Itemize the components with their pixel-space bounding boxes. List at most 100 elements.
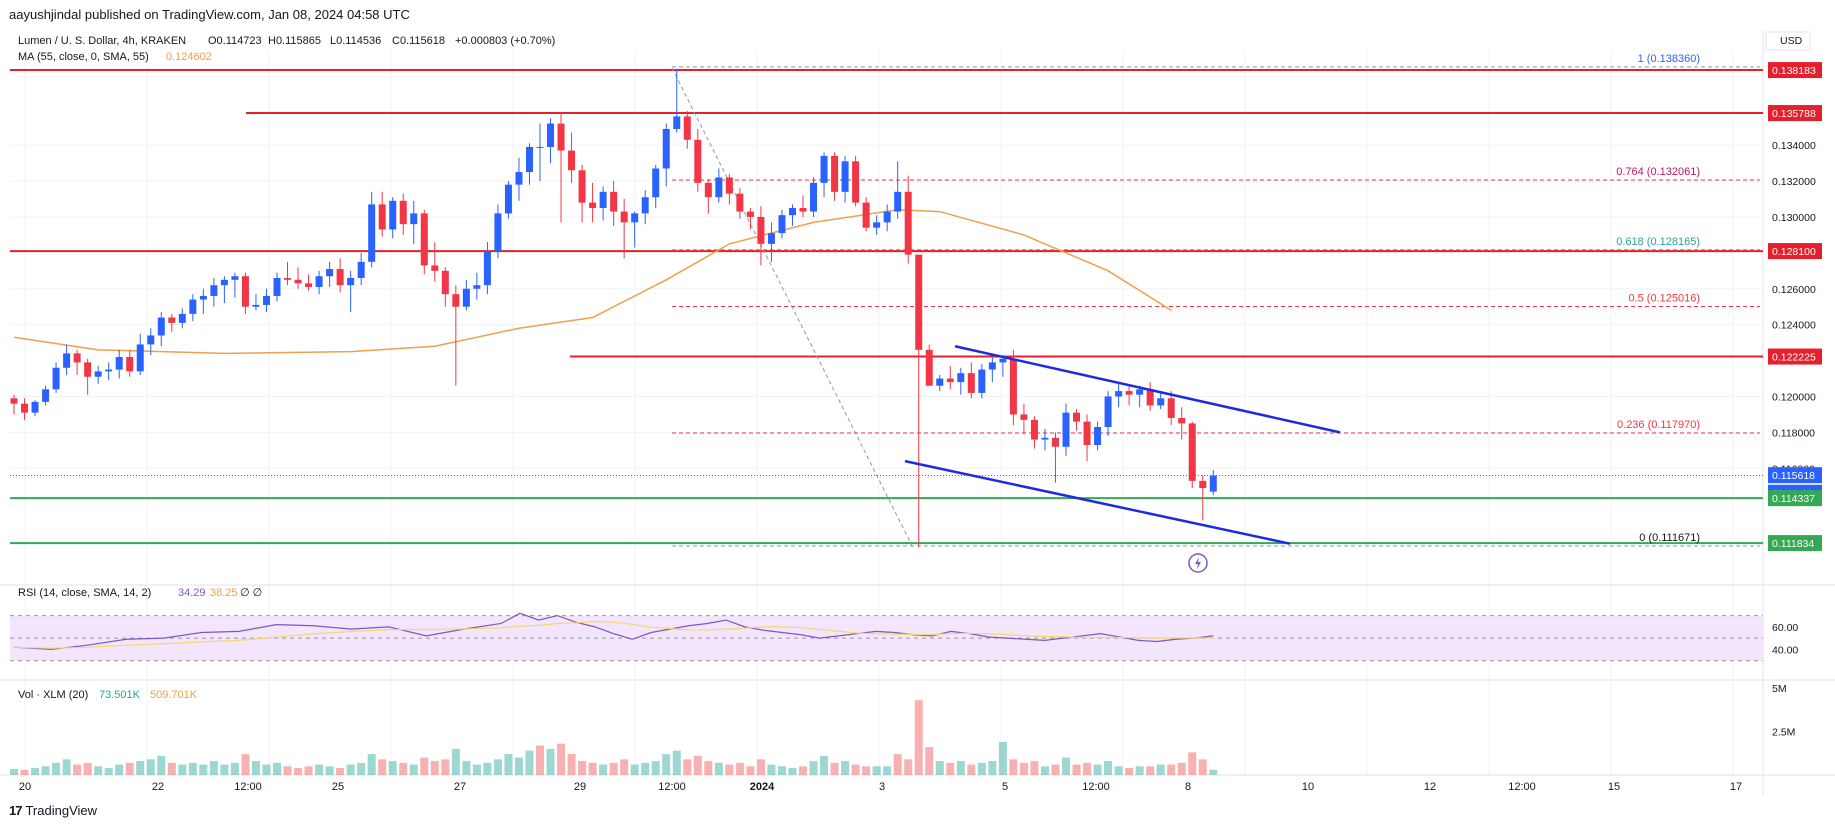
candle-body — [967, 373, 975, 393]
candle-body — [799, 207, 807, 212]
time-axis-label: 12:00 — [1508, 781, 1536, 793]
chart-canvas[interactable]: 1 (0.138360) 0.764 (0.132061) 0.618 (0.128… — [0, 30, 1835, 796]
volume-bar — [977, 762, 986, 775]
rsi-legend: RSI (14, close, SMA, 14, 2) 34.29 38.25 … — [18, 587, 262, 599]
volume-bar — [10, 768, 18, 775]
volume-bar — [262, 764, 271, 775]
volume-bar — [925, 747, 934, 775]
candle-body — [1030, 419, 1038, 440]
candle-body — [1178, 418, 1186, 424]
candle-body — [578, 170, 586, 203]
volume-bar — [820, 755, 829, 775]
fibonacci-retracement: 1 (0.138360) 0.764 (0.132061) 0.618 (0.128… — [671, 53, 1760, 547]
price-badge-label: 0.115618 — [1772, 470, 1815, 482]
time-axis-label: 8 — [1185, 781, 1191, 793]
candle-body — [1009, 358, 1017, 415]
candle-body — [525, 146, 533, 173]
candle-body — [862, 202, 870, 228]
legend-change: +0.000803 (+0.70%) — [455, 35, 555, 47]
volume-bar — [62, 759, 71, 775]
fib-level-label: 1 (0.138360) — [1638, 53, 1700, 65]
candle-body — [1062, 412, 1070, 447]
volume-bar — [799, 766, 807, 775]
volume-bar — [251, 761, 260, 775]
volume-bar — [462, 761, 471, 775]
candle-body — [662, 128, 670, 169]
candle-body — [136, 344, 144, 372]
volume-bar — [283, 766, 292, 775]
volume-bar — [388, 761, 397, 775]
candle-body — [788, 207, 796, 216]
volume-bar — [557, 743, 566, 775]
volume-bar — [1062, 757, 1070, 775]
price-axis-tick: 0.124000 — [1772, 320, 1816, 332]
volume-bar — [1083, 762, 1092, 775]
volume-bar — [346, 764, 355, 775]
price-badge — [1768, 535, 1822, 552]
candle-body — [168, 317, 176, 323]
time-axis-label: 5 — [1002, 781, 1008, 793]
volume-bar — [746, 766, 755, 775]
fib-level-label: 0.5 (0.125016) — [1628, 292, 1700, 304]
time-axis-label: 12:00 — [1082, 781, 1110, 793]
candle-body — [10, 398, 18, 404]
volume-bar — [1156, 764, 1165, 775]
volume-bar — [451, 748, 460, 775]
fib-level-label: 0.618 (0.128165) — [1616, 236, 1700, 248]
candle-body — [841, 161, 849, 192]
candle-body — [925, 349, 933, 386]
ma-55-line — [13, 209, 1172, 355]
volume-bar — [788, 768, 797, 775]
volume-bar — [1019, 762, 1028, 775]
rsi-axis-tick: 60.00 — [1772, 622, 1798, 634]
candle-body — [589, 202, 597, 208]
candle-body — [757, 216, 765, 244]
volume-bar — [325, 766, 334, 775]
volume-bar — [136, 761, 145, 775]
volume-bar — [620, 759, 629, 775]
candle-body — [978, 369, 986, 393]
volume-bar — [609, 762, 618, 775]
candle-body — [1125, 391, 1133, 395]
volume-bar — [704, 761, 713, 775]
volume-bar — [714, 762, 723, 775]
volume-bar — [767, 764, 776, 775]
candle-body — [936, 378, 944, 386]
candle-body — [946, 378, 954, 383]
candle-body — [336, 269, 344, 286]
legend-ma-label: MA (55, close, 0, SMA, 55) — [18, 51, 149, 63]
candle-body — [483, 251, 491, 286]
candle-body — [1020, 414, 1028, 420]
candle-body — [420, 213, 428, 266]
price-badge — [1768, 243, 1822, 260]
fib-level-label: 0.764 (0.132061) — [1616, 166, 1700, 178]
candle-body — [1199, 480, 1207, 489]
lightning-icon[interactable] — [1188, 553, 1208, 573]
candle-body — [368, 204, 376, 262]
channel-lower-line — [904, 459, 1291, 545]
candlestick-series — [10, 69, 1763, 548]
volume-bar — [567, 754, 576, 775]
price-axis-tick: 0.130000 — [1772, 212, 1816, 224]
price-axis: USD 0.134000 0.132000 0.130000 0.126000 0.124… — [1765, 31, 1822, 552]
currency-label: USD — [1780, 35, 1803, 47]
vol-legend-ma: 509.701K — [150, 689, 198, 701]
time-axis-label: 12 — [1424, 781, 1436, 793]
candle-body — [725, 177, 733, 194]
candle-body — [610, 191, 618, 212]
price-badge-label: 0.111834 — [1772, 538, 1814, 550]
candle-body — [389, 200, 397, 230]
candle-body — [1104, 396, 1112, 428]
volume-bar — [157, 755, 166, 775]
rsi-pane: 60.00 40.00 — [10, 612, 1798, 662]
price-axis-tick: 0.134000 — [1772, 140, 1816, 152]
volume-bar — [725, 764, 734, 775]
candle-body — [831, 155, 839, 192]
volume-bar — [294, 768, 303, 775]
price-axis-tick: 0.118000 — [1772, 427, 1815, 439]
candle-body — [1051, 437, 1059, 447]
vol-axis-tick: 5M — [1772, 683, 1787, 695]
volume-bar — [241, 754, 250, 775]
candle-body — [504, 184, 512, 214]
candle-body — [694, 139, 702, 183]
